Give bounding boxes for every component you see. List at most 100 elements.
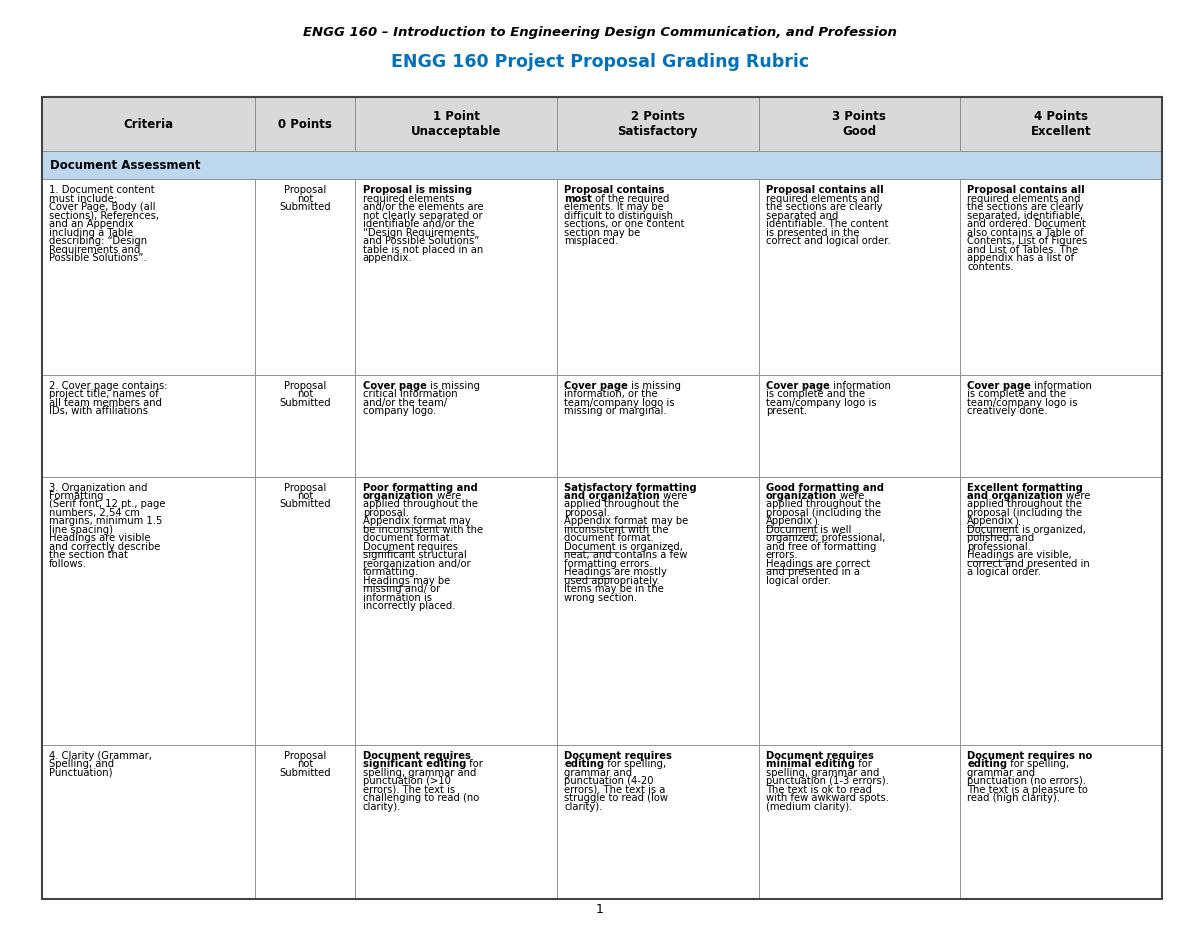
Text: wrong section.: wrong section. <box>564 593 637 603</box>
Bar <box>758 477 960 745</box>
Text: Spelling, and: Spelling, and <box>49 759 114 769</box>
Bar <box>254 477 355 745</box>
Text: information is: information is <box>362 593 432 603</box>
Text: significant editing: significant editing <box>362 759 466 769</box>
Text: organization: organization <box>766 491 836 501</box>
Bar <box>960 375 1162 477</box>
Text: creatively done.: creatively done. <box>967 406 1048 416</box>
Text: required elements: required elements <box>362 194 454 204</box>
Text: formatting.: formatting. <box>362 567 419 578</box>
Text: ENGG 160 – Introduction to Engineering Design Communication, and Profession: ENGG 160 – Introduction to Engineering D… <box>304 26 896 39</box>
Text: and Possible Solutions”: and Possible Solutions” <box>362 236 479 246</box>
Text: grammar and: grammar and <box>967 768 1036 778</box>
Bar <box>254 745 355 899</box>
Text: not: not <box>296 491 313 501</box>
Text: Contents, List of Figures: Contents, List of Figures <box>967 236 1087 246</box>
Text: Headings: Headings <box>564 567 611 578</box>
Text: used appropriately.: used appropriately. <box>564 576 660 586</box>
Text: 3. Organization and: 3. Organization and <box>49 483 148 492</box>
Bar <box>557 375 758 477</box>
Text: is presented in the: is presented in the <box>766 227 859 237</box>
Text: Submitted: Submitted <box>280 768 331 778</box>
Text: challenging to read (no: challenging to read (no <box>362 794 479 804</box>
Text: punctuation (no errors).: punctuation (no errors). <box>967 776 1086 786</box>
Bar <box>42 477 254 745</box>
Text: formatting errors.: formatting errors. <box>564 559 653 569</box>
Text: Cover page: Cover page <box>564 381 628 390</box>
Text: Poor formatting and: Poor formatting and <box>362 483 478 492</box>
Text: Cover page: Cover page <box>967 381 1031 390</box>
Text: and presented in a: and presented in a <box>766 567 859 578</box>
Bar <box>960 477 1162 745</box>
Text: a logical order.: a logical order. <box>967 567 1042 578</box>
Text: read (high clarity).: read (high clarity). <box>967 794 1061 804</box>
Text: errors.: errors. <box>766 551 798 561</box>
Text: logical order.: logical order. <box>766 576 830 586</box>
Text: 2. Cover page contains:: 2. Cover page contains: <box>49 381 168 390</box>
Text: polished, and: polished, and <box>967 533 1034 543</box>
Text: is complete and the: is complete and the <box>766 389 865 400</box>
Text: all team members and: all team members and <box>49 398 162 408</box>
Text: separated, identifiable,: separated, identifiable, <box>967 210 1084 221</box>
Text: incorrectly placed.: incorrectly placed. <box>362 602 455 612</box>
Text: and correctly describe: and correctly describe <box>49 542 161 552</box>
Text: ).: ). <box>1014 516 1021 527</box>
Text: Proposal contains: Proposal contains <box>564 185 665 195</box>
Text: is missing: is missing <box>426 381 480 390</box>
Text: 0 Points: 0 Points <box>278 118 332 131</box>
Bar <box>758 97 960 151</box>
Text: Document Assessment: Document Assessment <box>50 159 200 171</box>
Text: required elements and: required elements and <box>766 194 880 204</box>
Bar <box>960 97 1162 151</box>
Text: Satisfactory: Satisfactory <box>618 125 698 138</box>
Text: describing: “Design: describing: “Design <box>49 236 148 246</box>
Bar <box>960 180 1162 375</box>
Text: Punctuation): Punctuation) <box>49 768 113 778</box>
Text: not: not <box>296 389 313 400</box>
Text: contents.: contents. <box>967 261 1014 272</box>
Text: 3 Points: 3 Points <box>833 110 887 123</box>
Bar <box>42 745 254 899</box>
Text: proposal.: proposal. <box>362 508 408 518</box>
Text: organized, professional,: organized, professional, <box>766 533 886 543</box>
Text: Formatting: Formatting <box>49 491 103 501</box>
Text: sections, or one content: sections, or one content <box>564 219 685 229</box>
Text: errors). The text is: errors). The text is <box>362 785 455 794</box>
Text: Headings are visible: Headings are visible <box>49 533 151 543</box>
Text: critical information: critical information <box>362 389 457 400</box>
Bar <box>557 477 758 745</box>
Text: Proposal: Proposal <box>284 751 326 761</box>
Text: Excellent formatting: Excellent formatting <box>967 483 1084 492</box>
Text: may: may <box>446 516 470 527</box>
Text: Document: Document <box>362 542 414 552</box>
Text: punctuation (>10: punctuation (>10 <box>362 776 450 786</box>
Text: most: most <box>564 194 592 204</box>
Text: proposal.: proposal. <box>564 508 610 518</box>
Text: for: for <box>854 759 871 769</box>
Bar <box>355 745 557 899</box>
Text: Appendix: Appendix <box>967 516 1014 527</box>
Bar <box>42 151 1162 180</box>
Text: Satisfactory formatting: Satisfactory formatting <box>564 483 697 492</box>
Text: may be: may be <box>648 516 688 527</box>
Text: and ordered. Document: and ordered. Document <box>967 219 1086 229</box>
Text: spelling, grammar and: spelling, grammar and <box>362 768 476 778</box>
Text: applied throughout the: applied throughout the <box>967 500 1082 510</box>
Bar <box>42 97 1162 899</box>
Text: Good: Good <box>842 125 876 138</box>
Text: document format.: document format. <box>564 533 654 543</box>
Text: appendix has a list of: appendix has a list of <box>967 253 1074 263</box>
Bar <box>960 745 1162 899</box>
Bar <box>557 97 758 151</box>
Text: correct and presented in: correct and presented in <box>967 559 1090 569</box>
Text: margins, minimum 1.5: margins, minimum 1.5 <box>49 516 162 527</box>
Text: Appendix format: Appendix format <box>362 516 446 527</box>
Text: (medium clarity).: (medium clarity). <box>766 802 852 812</box>
Bar <box>758 180 960 375</box>
Text: also contains a Table of: also contains a Table of <box>967 227 1084 237</box>
Text: and organization: and organization <box>564 491 660 501</box>
Text: Criteria: Criteria <box>124 118 174 131</box>
Text: punctuation (4-20: punctuation (4-20 <box>564 776 654 786</box>
Text: “Design Requirements: “Design Requirements <box>362 227 475 237</box>
Text: 1 Point: 1 Point <box>433 110 480 123</box>
